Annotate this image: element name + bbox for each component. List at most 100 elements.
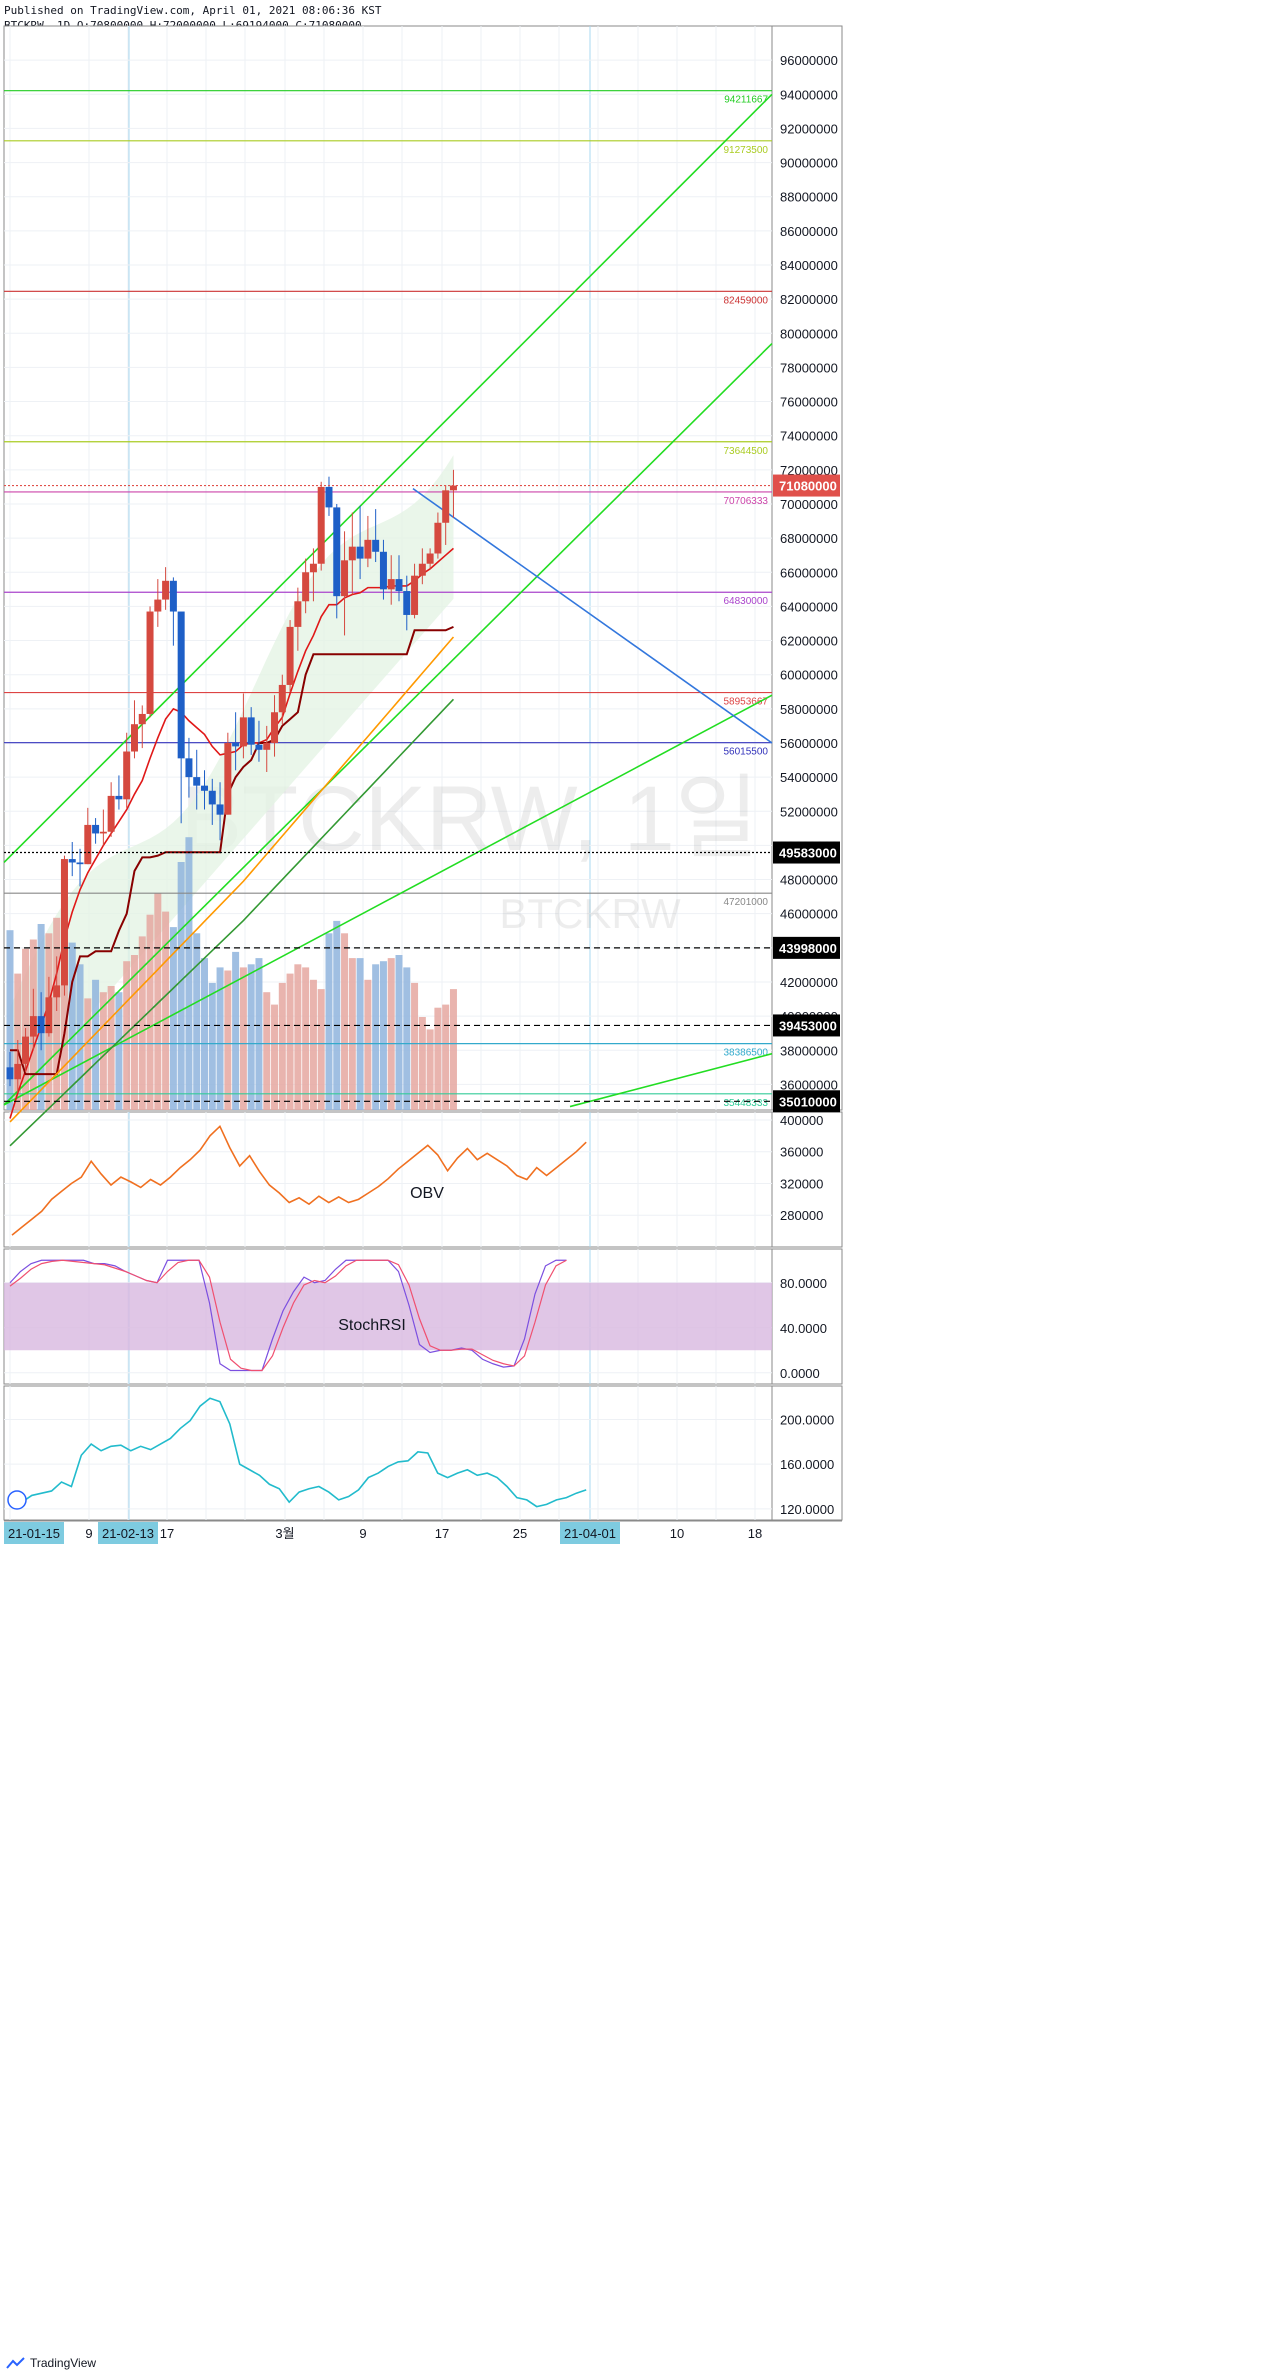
price-tag-box bbox=[773, 841, 840, 864]
candle-body bbox=[60, 859, 68, 986]
candle-body bbox=[356, 546, 364, 559]
candle-body bbox=[37, 1016, 45, 1034]
candle-body bbox=[224, 742, 232, 815]
candle-body bbox=[426, 553, 434, 564]
price-tag-label: 43998000 bbox=[779, 941, 837, 956]
volume-bar bbox=[348, 958, 356, 1110]
cci-line bbox=[11, 1397, 587, 1508]
volume-bar bbox=[341, 933, 349, 1110]
volume-bar bbox=[146, 914, 154, 1110]
candle-body bbox=[107, 795, 115, 832]
y-tick-label: 38000000 bbox=[780, 1043, 838, 1058]
volume-bar bbox=[364, 979, 372, 1110]
y-tick-label: 90000000 bbox=[780, 156, 838, 171]
x-tick-label: 21-02-13 bbox=[102, 1526, 154, 1541]
candle-body bbox=[247, 717, 255, 745]
price-tag-box bbox=[773, 936, 840, 959]
candle-body bbox=[449, 485, 457, 491]
candle-body bbox=[434, 522, 442, 554]
price-tag-box bbox=[773, 1090, 840, 1113]
volume-bar bbox=[68, 942, 76, 1110]
tradingview-logo-icon bbox=[6, 2357, 25, 2369]
candle-body bbox=[154, 599, 162, 612]
x-tick-label: 17 bbox=[160, 1526, 174, 1541]
volume-bar bbox=[325, 933, 333, 1110]
volume-bar bbox=[201, 958, 208, 1110]
candle-body bbox=[53, 985, 61, 998]
candle-body bbox=[29, 1016, 37, 1037]
stoch-k-line bbox=[9, 1259, 567, 1372]
volume-bar bbox=[224, 970, 232, 1110]
candle-body bbox=[418, 563, 426, 576]
y-tick-label: 120.0000 bbox=[780, 1502, 834, 1517]
candle-body bbox=[99, 831, 107, 834]
ma-orange-line bbox=[9, 636, 455, 1123]
volume-bar bbox=[426, 1029, 434, 1110]
y-tick-label: 200.0000 bbox=[780, 1413, 834, 1428]
volume-bar bbox=[162, 911, 170, 1110]
x-tick-label: 9 bbox=[359, 1526, 366, 1541]
volume-bar bbox=[92, 979, 100, 1110]
volume-bar bbox=[403, 967, 411, 1110]
candle-body bbox=[302, 572, 310, 602]
candle-body bbox=[372, 539, 380, 552]
candle-body bbox=[146, 611, 154, 714]
volume-bar bbox=[130, 955, 138, 1110]
volume-bar bbox=[302, 967, 310, 1110]
volume-bar bbox=[123, 961, 131, 1110]
candle-body bbox=[177, 611, 185, 759]
candle-body bbox=[278, 684, 286, 713]
y-tick-label: 40.0000 bbox=[780, 1321, 827, 1336]
level-label: 94211667 bbox=[724, 95, 768, 106]
volume-bar bbox=[6, 930, 14, 1110]
volume-bar bbox=[84, 998, 92, 1110]
volume-bar bbox=[53, 917, 61, 1110]
x-date-box bbox=[560, 1522, 620, 1544]
channel-lower-line bbox=[3, 694, 773, 1106]
descending-trendline bbox=[412, 487, 773, 744]
candle-body bbox=[216, 804, 224, 815]
volume-bar bbox=[216, 967, 224, 1110]
y-tick-label: 46000000 bbox=[780, 907, 838, 922]
channel-bottom-line bbox=[569, 1052, 773, 1108]
watermark-small: BTCKRW bbox=[499, 890, 681, 937]
y-tick-label: 52000000 bbox=[780, 804, 838, 819]
candle-body bbox=[333, 507, 341, 597]
candle-body bbox=[411, 575, 419, 615]
stoch-d-line bbox=[9, 1259, 567, 1372]
x-tick-label: 3월 bbox=[275, 1526, 294, 1541]
candle-body bbox=[387, 579, 395, 590]
volume-bar bbox=[372, 964, 380, 1110]
volume-bar bbox=[247, 964, 255, 1110]
volume-bar bbox=[278, 982, 286, 1110]
volume-bar bbox=[418, 1017, 426, 1110]
y-tick-label: 68000000 bbox=[780, 531, 838, 546]
candle-body bbox=[193, 777, 201, 786]
ma-red-line bbox=[9, 547, 454, 1119]
y-tick-label: 42000000 bbox=[780, 975, 838, 990]
y-tick-label: 58000000 bbox=[780, 702, 838, 717]
candle-body bbox=[201, 785, 208, 791]
volume-bar bbox=[255, 958, 263, 1110]
candle-body bbox=[68, 859, 76, 863]
x-date-box bbox=[98, 1522, 158, 1544]
candle-body bbox=[325, 486, 333, 508]
price-tag-box bbox=[773, 1014, 840, 1037]
y-tick-label: 82000000 bbox=[780, 292, 838, 307]
tradingview-footer[interactable]: TradingView bbox=[0, 2352, 200, 2375]
volume-bar bbox=[442, 1004, 450, 1110]
volume-bar bbox=[177, 862, 185, 1110]
candle-body bbox=[403, 591, 411, 615]
y-tick-label: 80000000 bbox=[780, 326, 838, 341]
y-tick-label: 66000000 bbox=[780, 565, 838, 580]
volume-bar bbox=[286, 973, 294, 1110]
x-tick-label: 17 bbox=[435, 1526, 449, 1541]
volume-bar bbox=[76, 964, 84, 1110]
candle-body bbox=[115, 795, 123, 800]
candle-body bbox=[309, 563, 317, 573]
candle-body bbox=[442, 490, 450, 523]
level-label: 64830000 bbox=[724, 596, 769, 607]
y-tick-label: 54000000 bbox=[780, 770, 838, 785]
y-tick-label: 88000000 bbox=[780, 190, 838, 205]
